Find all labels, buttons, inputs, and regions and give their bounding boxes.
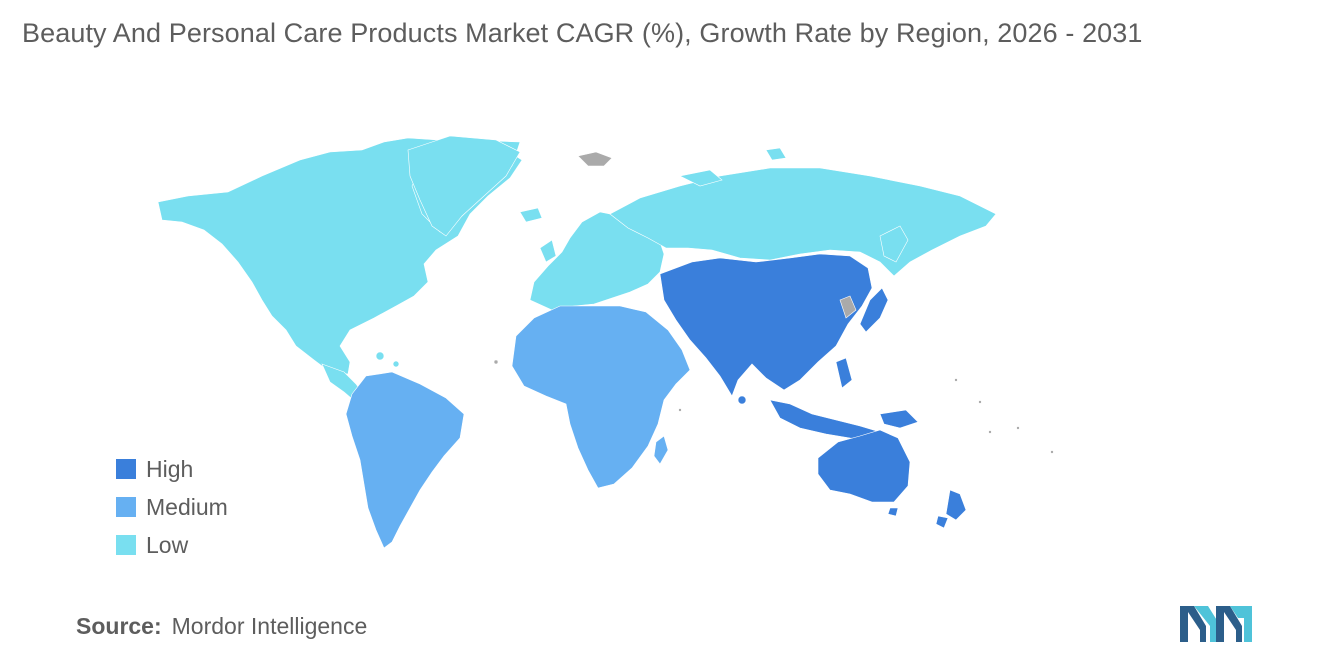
region-atlantic-island — [493, 359, 499, 365]
region-east-russia — [879, 225, 909, 263]
region-uk — [539, 239, 557, 263]
region-caribbean-2 — [392, 360, 400, 368]
region-madagascar — [653, 435, 669, 465]
region-caribbean — [375, 351, 385, 361]
region-sri-lanka — [737, 395, 747, 405]
region-south-america — [345, 371, 465, 549]
legend-swatch-low — [116, 535, 136, 555]
legend-item-medium: Medium — [116, 488, 228, 526]
legend-label-low: Low — [146, 531, 189, 558]
region-pacific-island — [954, 378, 958, 382]
region-tasmania — [887, 507, 899, 517]
source-note: Source: Mordor Intelligence — [76, 613, 367, 640]
region-svalbard — [577, 151, 613, 167]
region-middle-east-africa — [511, 305, 691, 489]
region-asia-pacific — [659, 253, 873, 397]
region-pacific-island-2 — [978, 400, 982, 404]
region-philippines — [835, 357, 853, 389]
source-label: Source: — [76, 613, 162, 639]
region-australia — [817, 429, 911, 503]
region-indian-ocean-island — [678, 408, 682, 412]
legend-item-low: Low — [116, 526, 228, 564]
legend-label-high: High — [146, 455, 194, 482]
legend-item-high: High — [116, 450, 228, 488]
page-title: Beauty And Personal Care Products Market… — [22, 18, 1143, 48]
region-japan — [859, 287, 889, 333]
region-arctic-islands — [679, 147, 787, 187]
legend-label-medium: Medium — [146, 493, 228, 520]
logo-left-dark — [1180, 606, 1206, 642]
logo-right-dark — [1216, 606, 1242, 642]
region-indonesia — [769, 399, 881, 441]
logo-left-light — [1194, 606, 1218, 642]
region-greenland — [407, 135, 521, 237]
region-pacific-island-3 — [1016, 426, 1020, 430]
region-pacific-island-5 — [988, 430, 992, 434]
logo-right-light — [1230, 606, 1252, 642]
region-korea — [839, 295, 857, 319]
legend-swatch-high — [116, 459, 136, 479]
legend-swatch-medium — [116, 497, 136, 517]
legend: High Medium Low — [116, 450, 228, 564]
region-iceland — [519, 207, 543, 223]
region-new-zealand — [935, 489, 967, 529]
source-value: Mordor Intelligence — [171, 613, 368, 639]
region-png — [879, 409, 919, 429]
mordor-intelligence-logo — [1180, 606, 1252, 642]
region-pacific-island-4 — [1050, 450, 1054, 454]
